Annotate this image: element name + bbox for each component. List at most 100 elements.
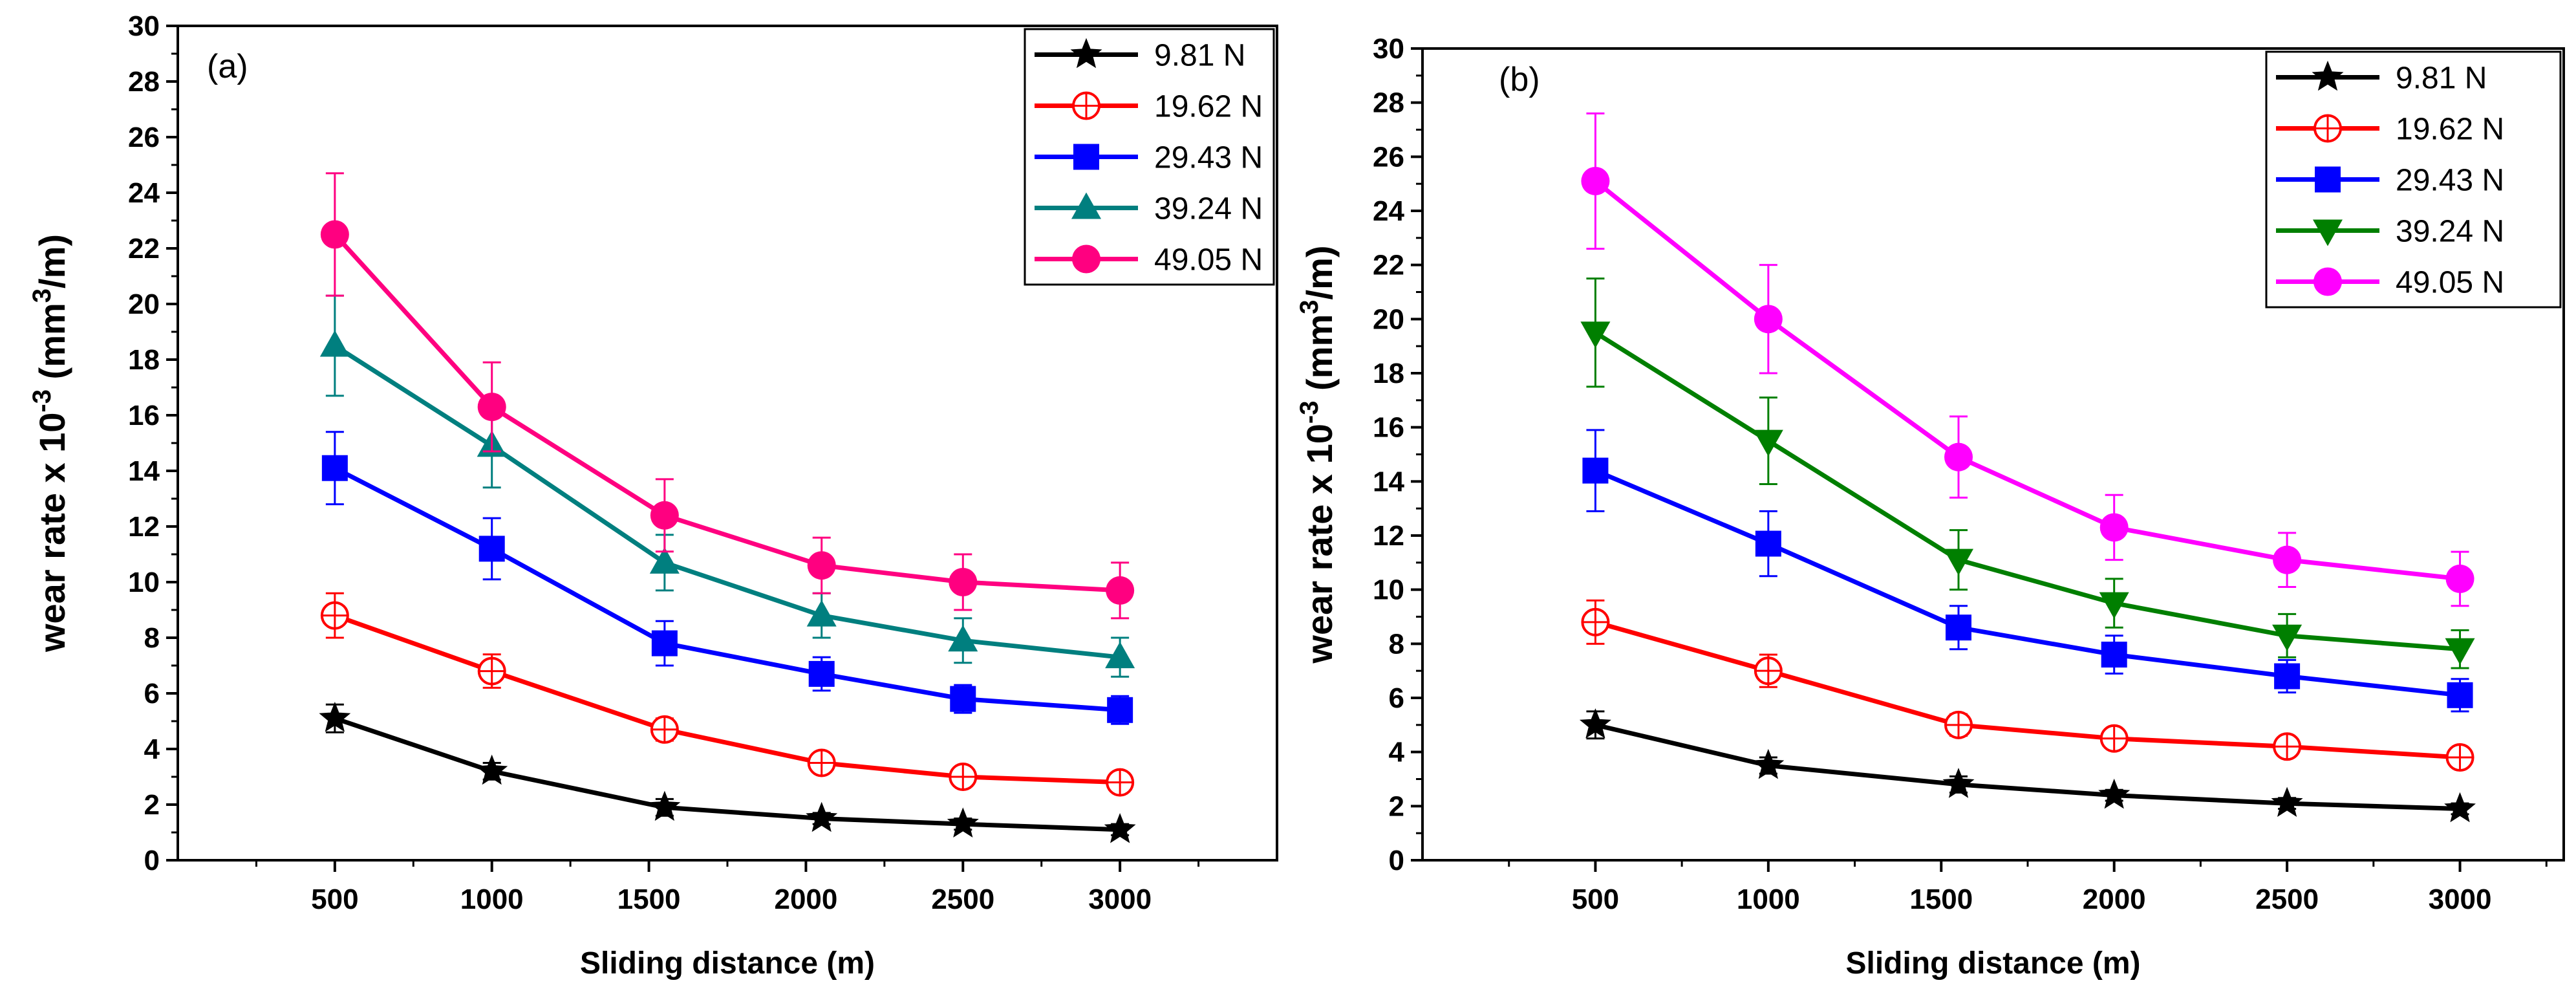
y-tick-label: 16 <box>1373 412 1404 444</box>
x-tick-label: 2000 <box>2083 884 2146 915</box>
y-axis-title: wear rate x 10-3 (mm3/m) <box>28 234 72 653</box>
series-29_43-N <box>321 431 1133 725</box>
data-point <box>2099 724 2129 753</box>
legend-label: 49.05 N <box>1154 243 1263 277</box>
y-tick-label: 6 <box>1389 682 1404 714</box>
data-point <box>1753 429 1783 457</box>
data-point <box>1581 166 1610 195</box>
data-point <box>477 393 506 422</box>
data-point <box>1755 530 1781 557</box>
legend: 9.81 N 19.62 N 29.43 N 39.24 N 49.05 N <box>1024 28 1275 286</box>
legend: 9.81 N 19.62 N 29.43 N 39.24 N 49.05 N <box>2265 50 2562 309</box>
y-tick-label: 4 <box>144 733 160 765</box>
y-tick-label: 0 <box>144 845 160 876</box>
data-point <box>649 547 680 574</box>
data-point <box>806 801 838 832</box>
data-point <box>651 630 678 656</box>
series-line <box>1594 179 2460 581</box>
x-tick-label: 1500 <box>617 884 681 915</box>
data-point <box>1580 321 1611 349</box>
data-point <box>1946 614 1972 641</box>
x-tick-label: 500 <box>311 884 358 915</box>
series-line <box>1594 722 2460 811</box>
data-point <box>948 625 978 652</box>
legend-marker <box>1072 91 1100 120</box>
y-tick-label: 22 <box>1373 250 1404 281</box>
data-point <box>1106 576 1135 605</box>
y-tick-label: 12 <box>128 511 160 543</box>
legend-marker <box>1070 38 1102 69</box>
series-9_81-N <box>1579 708 2476 823</box>
data-point <box>807 748 836 777</box>
data-point <box>320 601 349 630</box>
data-point <box>950 686 976 712</box>
data-point <box>808 660 835 687</box>
legend-marker <box>2312 60 2344 91</box>
y-tick-label: 30 <box>128 10 160 42</box>
y-axis-title: wear rate x 10-3 (mm3/m) <box>1295 245 1340 664</box>
legend-label: 29.43 N <box>2396 164 2504 198</box>
series-49_05-N <box>1581 112 2474 607</box>
data-point <box>1581 607 1610 636</box>
y-tick-label: 24 <box>128 177 160 209</box>
y-tick-label: 2 <box>1389 790 1404 822</box>
data-point <box>1754 656 1783 686</box>
legend-marker <box>1071 192 1101 219</box>
data-point <box>1105 642 1135 669</box>
y-axis-title-exponent: -3 <box>1295 400 1324 424</box>
data-point <box>2273 545 2302 574</box>
data-point <box>1754 305 1783 334</box>
series-line <box>1594 468 2460 698</box>
y-tick-label: 4 <box>1389 737 1405 768</box>
y-tick-label: 8 <box>144 622 160 654</box>
x-tick-label: 2500 <box>931 884 994 915</box>
legend-label: 39.24 N <box>2396 215 2504 249</box>
legend-label: 9.81 N <box>1154 39 1245 73</box>
series-line <box>334 466 1121 713</box>
data-point <box>2447 682 2473 708</box>
panel-label: (b) <box>1499 61 1540 98</box>
data-point <box>2445 638 2475 665</box>
data-point <box>2272 624 2302 651</box>
y-tick-label: 20 <box>1373 303 1404 335</box>
y-tick-label: 10 <box>128 567 160 598</box>
y-tick-label: 26 <box>1373 141 1404 173</box>
y-tick-label: 0 <box>1389 845 1404 876</box>
data-point <box>1942 768 1975 798</box>
data-point <box>319 701 351 732</box>
data-point <box>650 715 679 744</box>
legend-marker <box>2313 114 2342 143</box>
x-tick-label: 500 <box>1572 884 1619 915</box>
y-axis-title-unit-exponent: 3 <box>1295 299 1324 314</box>
legend-marker <box>2313 219 2343 246</box>
y-tick-label: 28 <box>1373 87 1404 119</box>
series-19_62-N <box>1581 599 2474 772</box>
x-tick-label: 2500 <box>2255 884 2319 915</box>
data-point <box>320 220 349 249</box>
x-tick-label: 2000 <box>774 884 837 915</box>
y-tick-label: 2 <box>144 789 160 821</box>
y-tick-label: 10 <box>1373 574 1404 606</box>
data-point <box>2445 743 2474 772</box>
data-point <box>2273 732 2302 761</box>
data-point <box>806 600 837 627</box>
data-point <box>476 754 508 785</box>
panel-label: (a) <box>207 48 248 85</box>
data-point <box>2098 778 2131 809</box>
data-point <box>1579 708 1611 739</box>
y-tick-label: 6 <box>144 678 160 710</box>
y-tick-label: 18 <box>1373 358 1404 389</box>
y-tick-label: 22 <box>128 233 160 265</box>
series-line <box>334 613 1121 785</box>
series-49_05-N <box>320 172 1135 620</box>
series-29_43-N <box>1582 429 2473 713</box>
y-axis-title-unit-exponent: 3 <box>28 288 56 303</box>
data-point <box>1944 548 1974 576</box>
series-line <box>334 343 1121 660</box>
data-point <box>478 536 505 562</box>
y-axis-title-exponent: -3 <box>28 389 56 413</box>
data-point <box>2099 513 2129 542</box>
y-tick-label: 26 <box>128 122 160 153</box>
